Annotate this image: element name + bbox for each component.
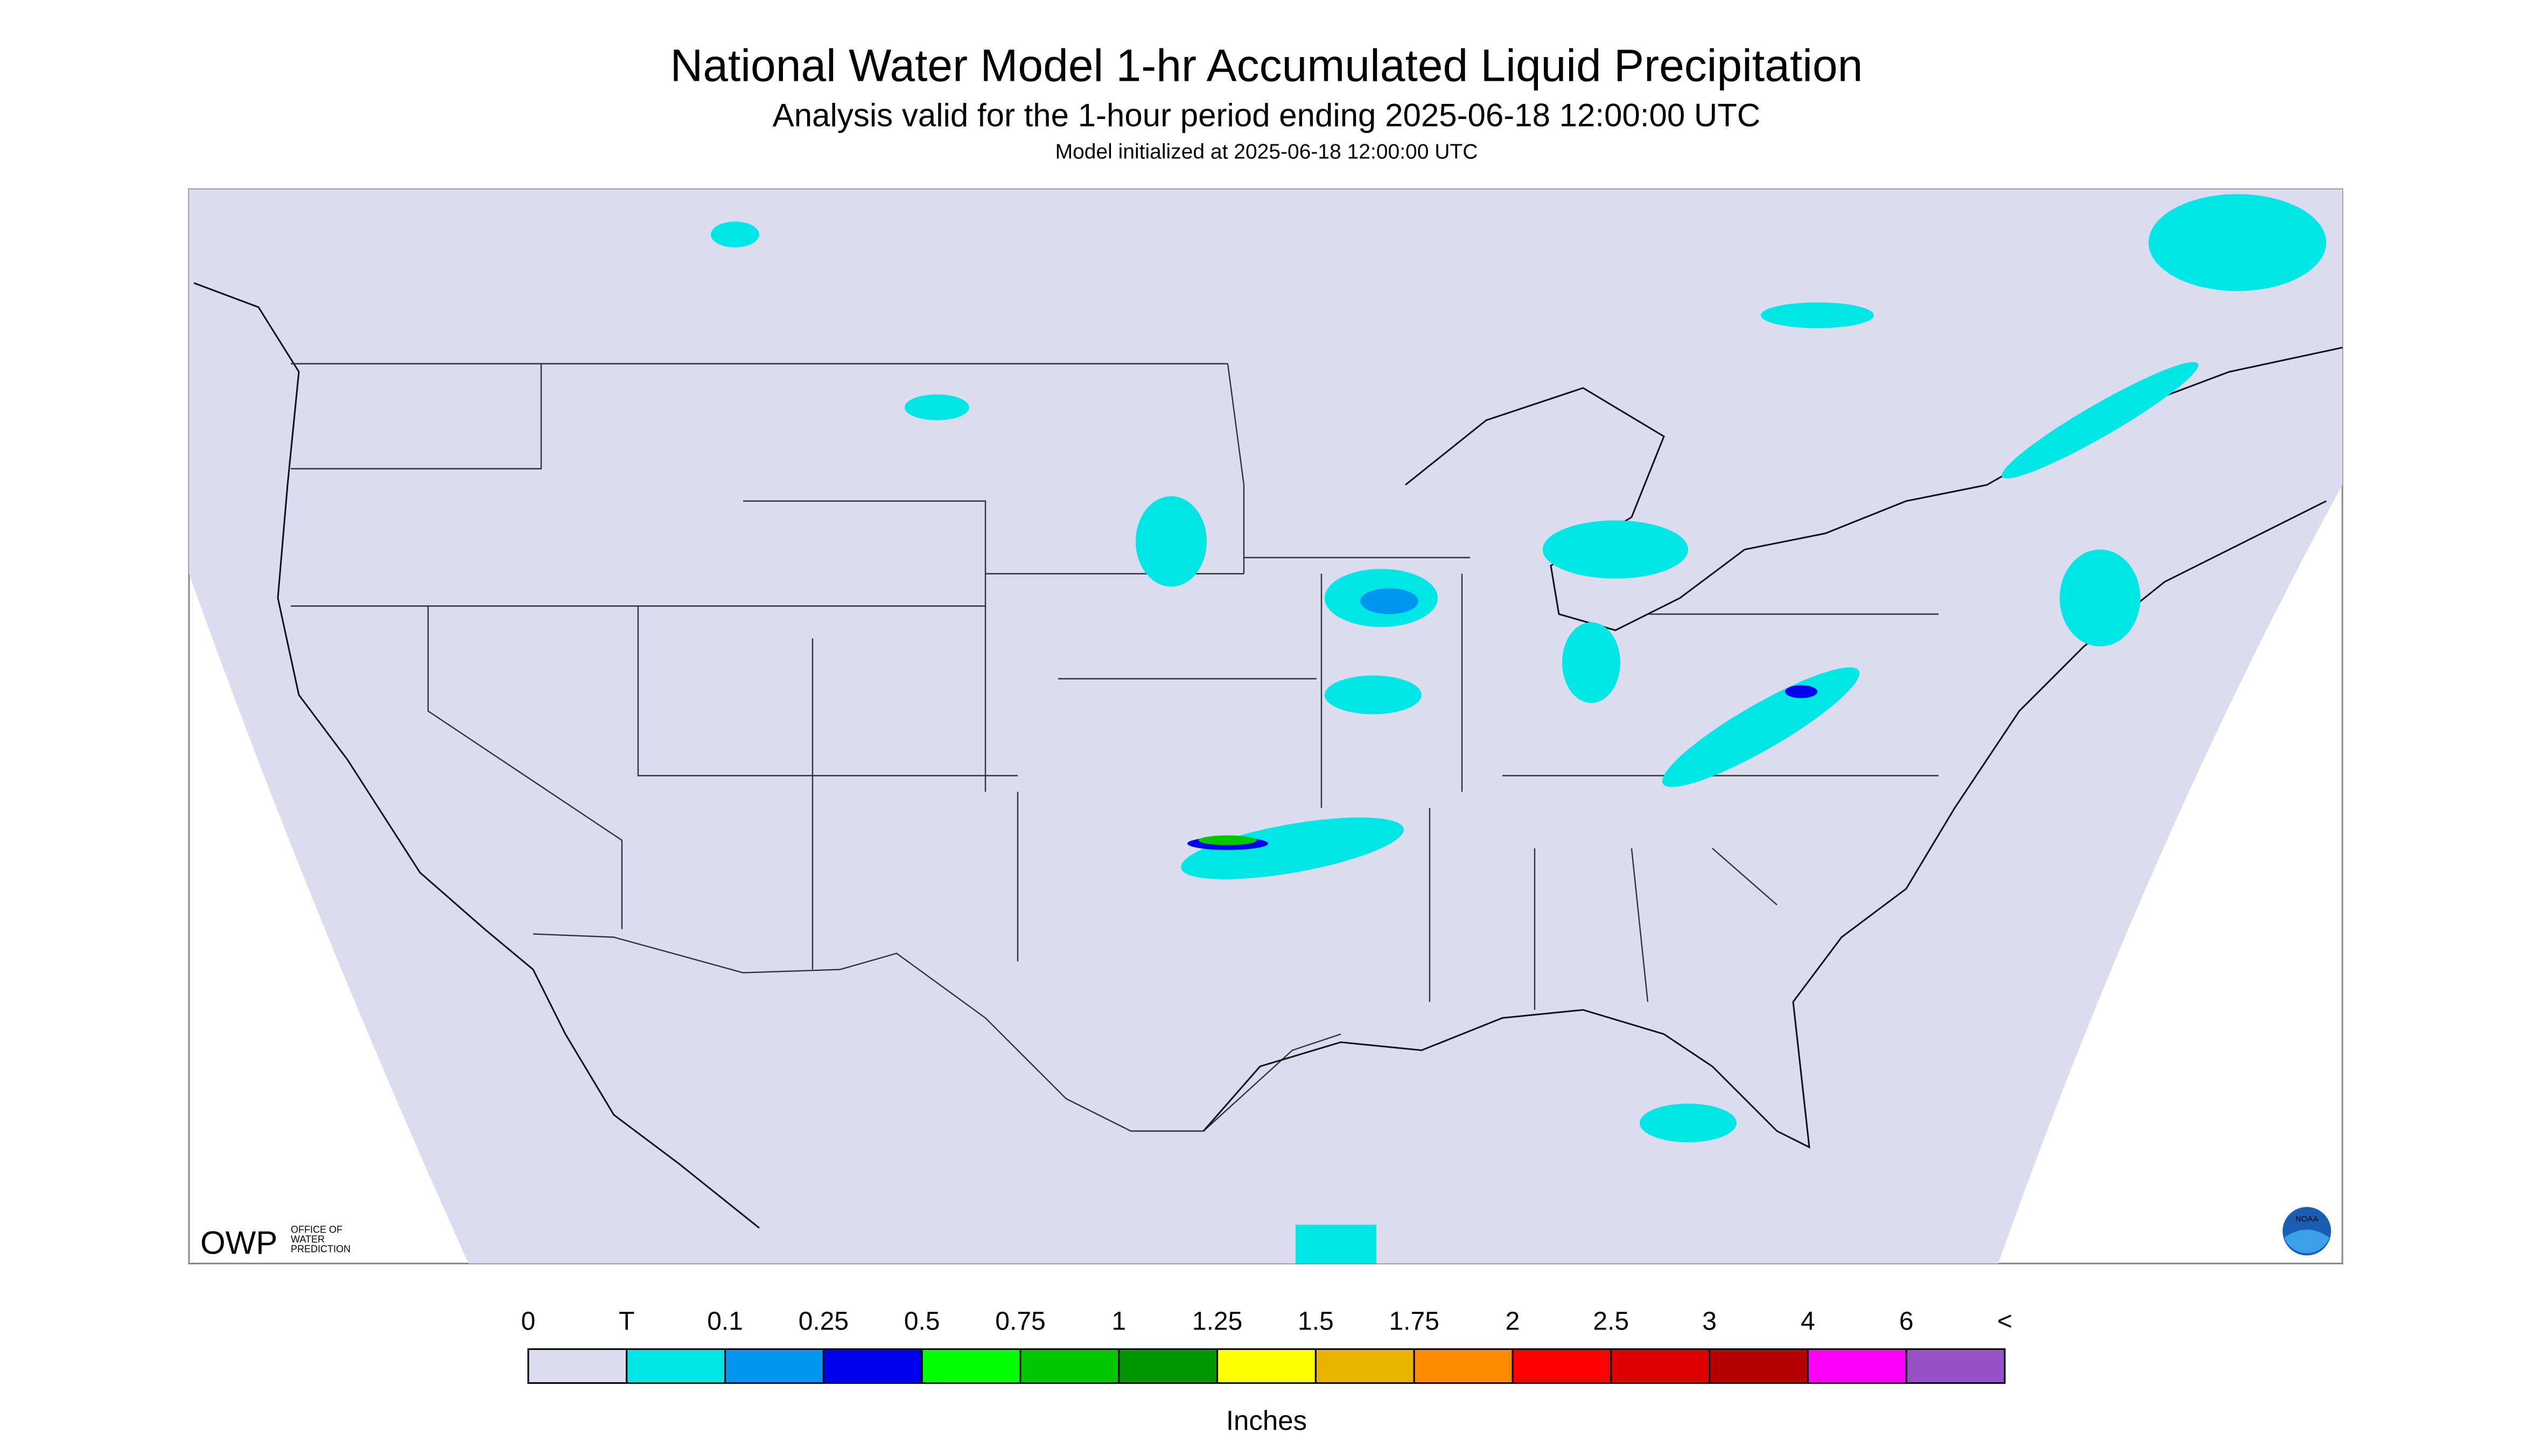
legend-label: < (1997, 1307, 2012, 1336)
owp-logo-text: OWP (200, 1225, 277, 1261)
precip-area (711, 221, 759, 248)
legend-swatch (724, 1348, 824, 1384)
noaa-logo: NOAA (2283, 1207, 2331, 1256)
subtitle: Analysis valid for the 1-hour period end… (773, 97, 1760, 134)
legend-label: 0.1 (707, 1307, 743, 1336)
legend-label: 2.5 (1593, 1307, 1629, 1336)
precip-area (1640, 1103, 1737, 1143)
precipitation (711, 194, 2326, 1264)
owp-logo-line: PREDICTION (291, 1244, 351, 1255)
init-time: Model initialized at 2025-06-18 12:00:00… (1055, 141, 1478, 164)
state-lines (291, 363, 1323, 970)
east-coast (1202, 500, 2327, 1149)
legend-swatch (1709, 1348, 1809, 1384)
legend-label: 0.25 (799, 1307, 849, 1336)
precip-area (2149, 194, 2326, 291)
legend-label: 1.25 (1192, 1307, 1242, 1336)
legend-label: 0 (521, 1307, 536, 1336)
legend-label: 4 (1801, 1307, 1815, 1336)
model-domain (189, 189, 2342, 1264)
boundaries (193, 282, 2343, 1229)
legend-label: 0.75 (995, 1307, 1045, 1336)
legend-swatch (1019, 1348, 1120, 1384)
legend-swatch (527, 1348, 628, 1384)
legend-swatch (822, 1348, 923, 1384)
legend-label: 1.75 (1389, 1307, 1439, 1336)
legend-label: T (619, 1307, 634, 1336)
legend-unit: Inches (1226, 1405, 1307, 1436)
noaa-wave (2284, 1229, 2329, 1254)
noaa-text: NOAA (2296, 1215, 2319, 1224)
west-coast (193, 282, 760, 1229)
legend-label: 1.5 (1298, 1307, 1334, 1336)
legend-label: 6 (1899, 1307, 1914, 1336)
precip-area (1136, 496, 1207, 587)
precip-area (1543, 520, 1688, 579)
precip-area (2060, 549, 2140, 647)
precip-area (2002, 362, 2199, 479)
precip-area (905, 394, 969, 421)
legend-swatch (921, 1348, 1021, 1384)
legend-label: 3 (1702, 1307, 1717, 1336)
precip-area (1662, 667, 1860, 787)
legend-swatch (1118, 1348, 1219, 1384)
precip-area (1181, 817, 1404, 879)
legend-swatch (1512, 1348, 1612, 1384)
title: National Water Model 1-hr Accumulated Li… (670, 40, 1863, 91)
legend-swatch (1905, 1348, 2006, 1384)
precip-area (1562, 622, 1620, 703)
owp-logo-line: OFFICE OF (291, 1224, 342, 1235)
owp-logo: OWP OFFICE OF WATER PREDICTION (200, 1224, 351, 1261)
legend-label: 0.5 (904, 1307, 940, 1336)
owp-logo-line: WATER (291, 1234, 325, 1245)
precip-area (1325, 675, 1422, 715)
state-lines-east (1227, 363, 1939, 1010)
legend-swatch (1807, 1348, 1907, 1384)
legend-swatch (1314, 1348, 1415, 1384)
precip-area (1785, 685, 1817, 698)
precip-area (1199, 835, 1257, 845)
legend-label: 1 (1111, 1307, 1126, 1336)
mexico-border (533, 933, 1341, 1132)
legend: 0 T 0.1 0.25 0.5 0.75 1 1.25 1.5 1.75 2 2.5 3 4 6 < (521, 1307, 2012, 1384)
map: OWP OFFICE OF WATER PREDICTION NOAA (188, 188, 2343, 1264)
precip-area (1296, 1224, 1376, 1264)
legend-swatch (1216, 1348, 1317, 1384)
legend-swatch (626, 1348, 726, 1384)
legend-label: 2 (1506, 1307, 1520, 1336)
precip-area (1360, 588, 1418, 614)
precip-area (1761, 302, 1874, 328)
legend-swatch (1413, 1348, 1514, 1384)
legend-swatch (1610, 1348, 1711, 1384)
